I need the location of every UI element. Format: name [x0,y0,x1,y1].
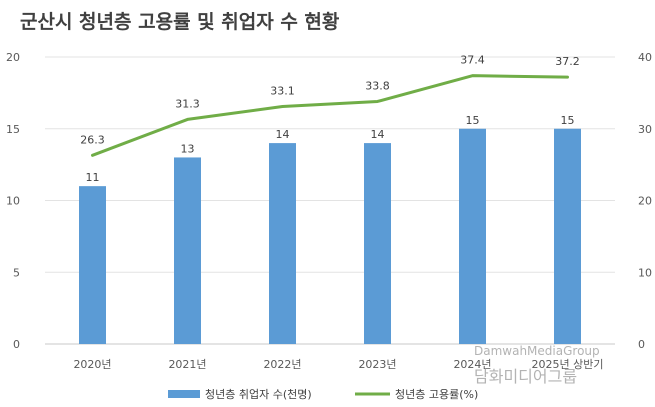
watermark-english: DamwahMediaGroup [474,344,600,358]
x-axis: 2020년 2021년 2022년 2023년 2024년 2025년 상반기 [73,358,603,371]
line-path [91,74,569,157]
line-data-labels: 26.3 31.3 33.1 33.8 37.4 37.2 [80,54,580,147]
gridlines [45,56,615,345]
y-axis-left: 0 5 10 15 20 [6,51,20,351]
y-left-tick-label: 0 [13,338,20,351]
y-right-tick-label: 20 [638,195,652,208]
legend: 청년층 취업자 수(천명) 청년층 고용률(%) [168,387,478,401]
watermark: DamwahMediaGroup 담화미디어그룹 [474,344,600,386]
y-left-tick-label: 20 [6,51,20,64]
bar-data-label: 14 [371,128,385,141]
x-tick-label: 2020년 [73,358,111,371]
x-tick-label: 2022년 [263,358,301,371]
x-tick-label: 2023년 [358,358,396,371]
legend-swatch-bar [168,390,200,398]
chart-title: 군산시 청년층 고용률 및 취업자 수 현황 [20,10,340,33]
bar [554,128,581,344]
y-right-tick-label: 40 [638,51,652,64]
bar [269,143,296,344]
bar [364,143,391,344]
bar-series [79,128,581,344]
bar-data-label: 15 [561,114,575,127]
line-data-label: 37.2 [555,55,580,68]
watermark-korean: 담화미디어그룹 [474,367,577,386]
y-right-tick-label: 10 [638,266,652,279]
bar [174,157,201,344]
y-left-tick-label: 15 [6,123,20,136]
bar-data-labels: 11 13 14 14 15 15 [86,114,575,184]
y-left-tick-label: 5 [13,266,20,279]
line-data-label: 31.3 [175,97,200,110]
line-series [91,74,569,157]
y-right-tick-label: 0 [638,338,645,351]
line-data-label: 37.4 [460,54,485,67]
bar-data-label: 13 [181,142,195,155]
bar-data-label: 11 [86,171,100,184]
line-data-label: 33.8 [365,79,390,92]
y-right-tick-label: 30 [638,123,652,136]
y-axis-right: 0 10 20 30 40 [638,51,652,351]
bar [459,128,486,344]
x-tick-label: 2024년 [453,358,491,371]
x-tick-label: 2021년 [168,358,206,371]
y-left-tick-label: 10 [6,195,20,208]
x-tick-label: 2025년 상반기 [532,358,604,371]
legend-label-bar: 청년층 취업자 수(천명) [205,387,312,401]
bar-data-label: 14 [276,128,290,141]
bar [79,186,106,344]
legend-label-line: 청년층 고용률(%) [395,388,478,401]
line-data-label: 33.1 [270,85,295,98]
bar-data-label: 15 [466,114,480,127]
line-data-label: 26.3 [80,133,105,146]
